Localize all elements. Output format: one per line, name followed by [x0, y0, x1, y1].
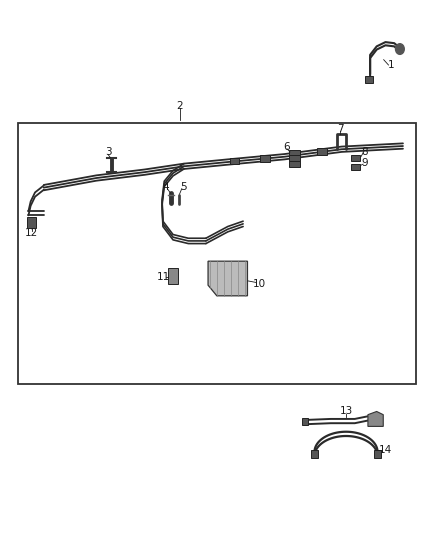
Bar [168, 268, 178, 284]
Bar [351, 164, 360, 170]
Bar [351, 155, 360, 161]
Bar [18, 123, 416, 384]
Bar [365, 76, 373, 83]
Text: 14: 14 [379, 446, 392, 455]
Text: 12: 12 [25, 229, 38, 238]
Bar [374, 450, 381, 458]
Text: 6: 6 [283, 142, 290, 151]
Bar [317, 148, 327, 155]
Text: 1: 1 [388, 60, 395, 70]
Bar [290, 150, 300, 156]
Text: 4: 4 [162, 182, 169, 191]
Bar [230, 158, 239, 164]
Text: 3: 3 [105, 147, 112, 157]
Polygon shape [368, 411, 383, 426]
Bar [260, 155, 270, 162]
Bar [27, 217, 36, 228]
Circle shape [396, 44, 404, 54]
Text: 13: 13 [339, 407, 353, 416]
Text: 9: 9 [361, 158, 368, 168]
Text: 5: 5 [180, 182, 187, 191]
Polygon shape [208, 261, 247, 296]
Text: 2: 2 [176, 101, 183, 110]
Text: 7: 7 [337, 124, 344, 134]
Text: 11: 11 [157, 272, 170, 282]
Bar [302, 418, 308, 425]
Bar [290, 156, 300, 161]
Bar [290, 161, 300, 167]
Text: 10: 10 [253, 279, 266, 288]
Bar [311, 450, 318, 458]
Text: 8: 8 [361, 147, 368, 157]
